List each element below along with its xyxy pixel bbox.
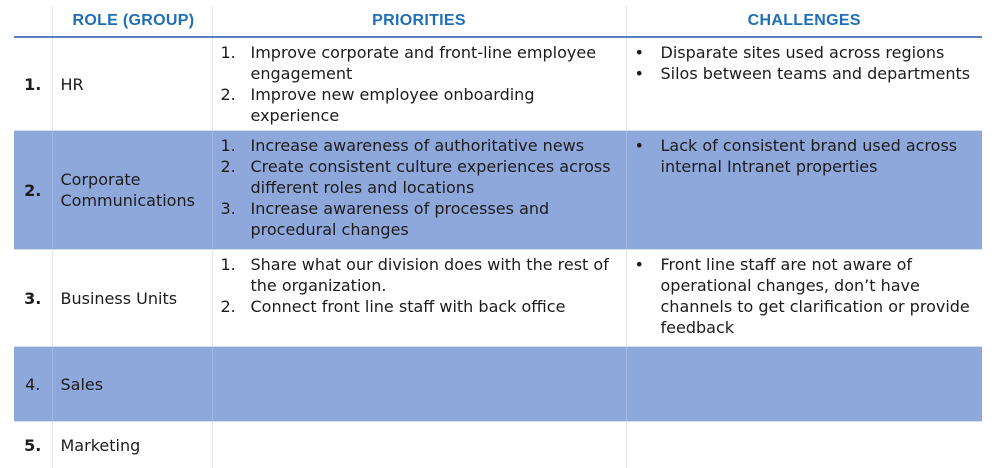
priority-item: 2. Create consistent culture experiences… [213,156,626,198]
list-marker: 2. [213,296,251,317]
priorities-cell: 1. Improve corporate and front-line empl… [212,37,626,131]
priorities-cell: 1. Share what our division does with the… [212,250,626,347]
table-row: 4. Sales [14,347,982,422]
list-marker: 1. [213,254,251,296]
challenge-text: Front line staff are not aware of operat… [661,254,983,338]
challenge-item: • Disparate sites used across regions [627,42,983,63]
challenge-text: Silos between teams and departments [661,63,983,84]
priority-text: Improve corporate and front-line employe… [251,42,626,84]
bullet-marker: • [627,254,661,338]
table-row: 1. HR 1. Improve corporate and front-lin… [14,37,982,131]
bullet-marker: • [627,63,661,84]
challenges-cell: • Lack of consistent brand used across i… [626,131,982,250]
role-cell: Corporate Communications [52,131,212,250]
list-marker: 1. [213,135,251,156]
priority-item: 1. Share what our division does with the… [213,254,626,296]
bullet-marker: • [627,42,661,63]
priority-text: Share what our division does with the re… [251,254,626,296]
challenge-text: Lack of consistent brand used across int… [661,135,983,177]
table-row: 3. Business Units 1. Share what our divi… [14,250,982,347]
role-cell: Sales [52,347,212,422]
priority-item: 1. Increase awareness of authoritative n… [213,135,626,156]
priority-text: Create consistent culture experiences ac… [251,156,626,198]
challenge-item: • Front line staff are not aware of oper… [627,254,983,338]
header-number [14,6,52,37]
priority-text: Connect front line staff with back offic… [251,296,626,317]
role-cell: Business Units [52,250,212,347]
challenges-cell: • Disparate sites used across regions • … [626,37,982,131]
row-number: 3. [14,250,52,347]
priority-text: Improve new employee onboarding experien… [251,84,626,126]
priorities-cell [212,347,626,422]
header-role: ROLE (GROUP) [52,6,212,37]
role-cell: Marketing [52,422,212,468]
header-row: ROLE (GROUP) PRIORITIES CHALLENGES [14,6,982,37]
header-priorities: PRIORITIES [212,6,626,37]
challenge-item: • Lack of consistent brand used across i… [627,135,983,177]
priority-text: Increase awareness of processes and proc… [251,198,626,240]
row-number: 1. [14,37,52,131]
priority-item: 3. Increase awareness of processes and p… [213,198,626,240]
table-row: 5. Marketing [14,422,982,468]
challenges-cell [626,422,982,468]
list-marker: 1. [213,42,251,84]
challenge-item: • Silos between teams and departments [627,63,983,84]
table-row: 2. Corporate Communications 1. Increase … [14,131,982,250]
list-marker: 3. [213,198,251,240]
priorities-cell: 1. Increase awareness of authoritative n… [212,131,626,250]
row-number: 2. [14,131,52,250]
challenges-cell [626,347,982,422]
row-number: 4. [14,347,52,422]
priority-item: 2. Connect front line staff with back of… [213,296,626,317]
priorities-cell [212,422,626,468]
roles-priorities-table: ROLE (GROUP) PRIORITIES CHALLENGES 1. HR… [14,6,982,468]
row-number: 5. [14,422,52,468]
challenges-cell: • Front line staff are not aware of oper… [626,250,982,347]
list-marker: 2. [213,84,251,126]
header-challenges: CHALLENGES [626,6,982,37]
role-cell: HR [52,37,212,131]
priority-text: Increase awareness of authoritative news [251,135,626,156]
priority-item: 2. Improve new employee onboarding exper… [213,84,626,126]
bullet-marker: • [627,135,661,177]
list-marker: 2. [213,156,251,198]
challenge-text: Disparate sites used across regions [661,42,983,63]
priority-item: 1. Improve corporate and front-line empl… [213,42,626,84]
